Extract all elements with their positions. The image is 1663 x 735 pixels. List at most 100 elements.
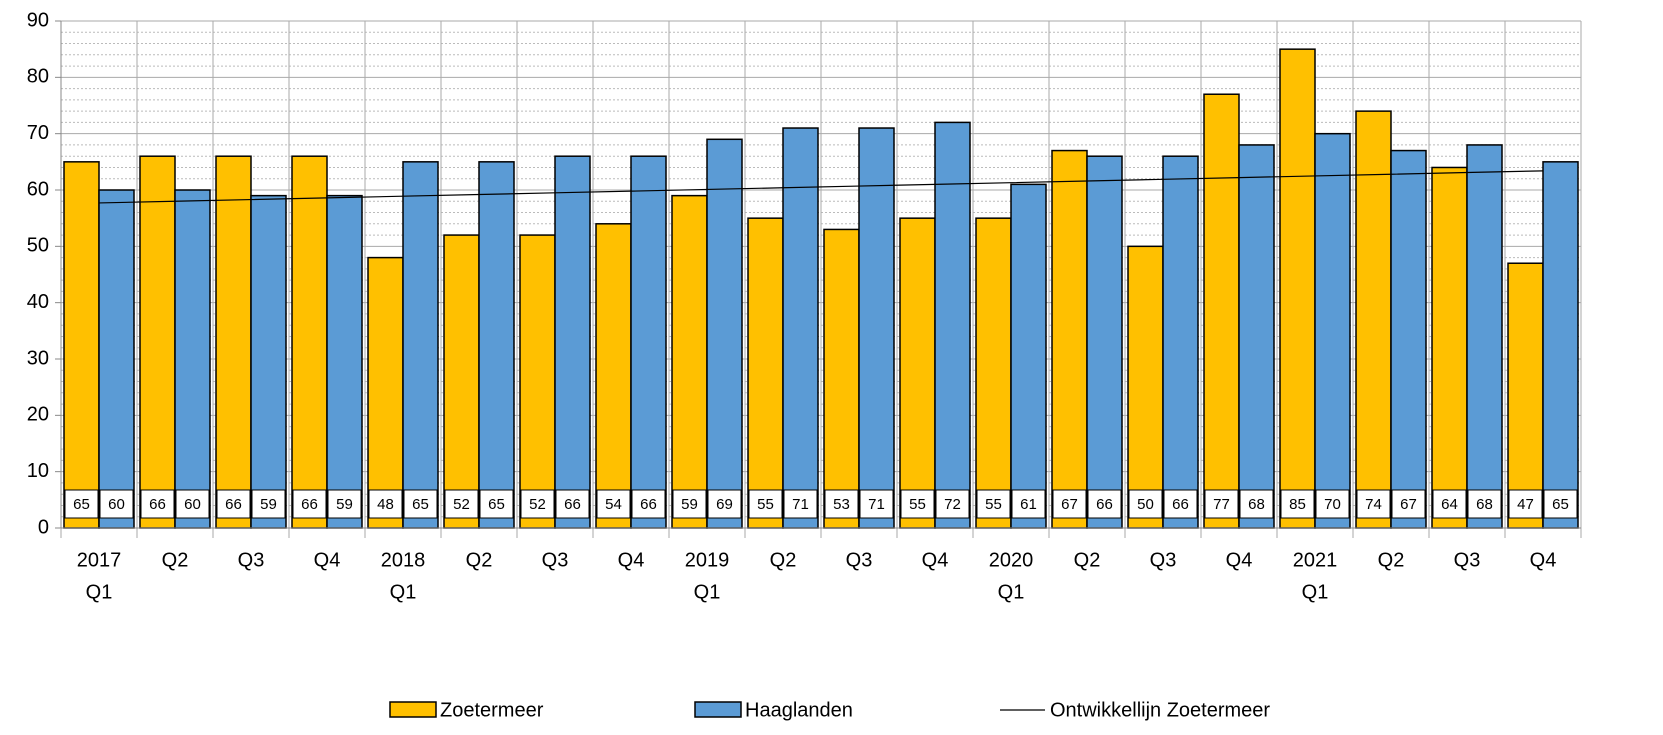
bar [858, 127, 895, 529]
data-label: 66 [640, 496, 657, 513]
x-tick-label: Q3 [542, 549, 569, 571]
x-tick-label: Q2 [162, 549, 189, 571]
data-label-box [596, 489, 631, 519]
data-label: 59 [260, 496, 277, 513]
legend-label: Haaglanden [745, 699, 853, 721]
data-label-box [1163, 489, 1198, 519]
data-label: 66 [301, 496, 318, 513]
data-label-box [707, 489, 742, 519]
bar [899, 217, 936, 529]
x-tick-label: Q1 [998, 581, 1025, 603]
data-label-box [783, 489, 818, 519]
bar [1010, 183, 1047, 529]
data-label: 55 [909, 496, 926, 513]
data-label: 64 [1441, 496, 1458, 513]
data-label: 65 [1552, 496, 1569, 513]
data-label: 52 [529, 496, 546, 513]
y-tick-label: 10 [27, 460, 49, 482]
bar [367, 256, 404, 529]
x-tick-label: Q3 [846, 549, 873, 571]
bar [63, 161, 100, 529]
y-tick-label: 40 [27, 291, 49, 313]
x-tick-label: Q4 [1226, 549, 1253, 571]
legend-label: Ontwikkellijn Zoetermeer [1050, 699, 1270, 721]
data-label: 70 [1324, 496, 1341, 513]
y-tick-label: 50 [27, 235, 49, 257]
bar [975, 217, 1012, 529]
data-label-box [1315, 489, 1350, 519]
data-label: 59 [336, 496, 353, 513]
x-tick-label: Q2 [1378, 549, 1405, 571]
data-label-box [251, 489, 286, 519]
bar [1355, 110, 1392, 529]
data-label-box [292, 489, 327, 519]
data-label: 60 [108, 496, 125, 513]
data-label-box [748, 489, 783, 519]
bar [250, 194, 287, 529]
data-label: 59 [681, 496, 698, 513]
data-label-box [1467, 489, 1502, 519]
data-label-box [824, 489, 859, 519]
data-label: 68 [1476, 496, 1493, 513]
legend-swatch [694, 701, 742, 718]
data-label-box [1052, 489, 1087, 519]
bar [1051, 149, 1088, 529]
data-label-box [859, 489, 894, 519]
data-label: 53 [833, 496, 850, 513]
x-tick-label: Q2 [466, 549, 493, 571]
data-label-box [935, 489, 970, 519]
data-label: 66 [225, 496, 242, 513]
data-label-box [631, 489, 666, 519]
x-tick-label: 2020 [989, 549, 1034, 571]
bar [630, 155, 667, 529]
bar [215, 155, 252, 529]
data-label: 69 [716, 496, 733, 513]
data-label: 74 [1365, 496, 1382, 513]
x-tick-label: 2018 [381, 549, 426, 571]
data-label: 55 [985, 496, 1002, 513]
data-label-box [1508, 489, 1543, 519]
bar [595, 223, 632, 529]
data-label-box [99, 489, 134, 519]
x-tick-label: Q1 [1302, 581, 1329, 603]
data-label: 67 [1400, 496, 1417, 513]
y-tick-label: 20 [27, 404, 49, 426]
data-label-box [1204, 489, 1239, 519]
trend-line [98, 170, 1544, 204]
data-label: 67 [1061, 496, 1078, 513]
data-label: 50 [1137, 496, 1154, 513]
data-label: 85 [1289, 496, 1306, 513]
bar [402, 161, 439, 529]
bar [174, 189, 211, 529]
bar [1203, 93, 1240, 529]
bar [1279, 48, 1316, 529]
data-label: 71 [792, 496, 809, 513]
data-label-box [900, 489, 935, 519]
data-label: 61 [1020, 496, 1037, 513]
data-label-box [479, 489, 514, 519]
data-label-box [1391, 489, 1426, 519]
bar [554, 155, 591, 529]
y-tick-label: 70 [27, 122, 49, 144]
x-tick-label: 2021 [1293, 549, 1338, 571]
data-label: 60 [184, 496, 201, 513]
bar [139, 155, 176, 529]
bar [1238, 144, 1275, 529]
bar [443, 234, 480, 529]
x-tick-label: Q3 [238, 549, 265, 571]
x-tick-label: Q4 [1530, 549, 1557, 571]
bar [478, 161, 515, 529]
data-label-box [1087, 489, 1122, 519]
bar [823, 228, 860, 529]
data-label-box [520, 489, 555, 519]
x-tick-label: Q1 [86, 581, 113, 603]
x-tick-label: Q4 [618, 549, 645, 571]
bar [671, 194, 708, 529]
data-label: 66 [564, 496, 581, 513]
data-label-box [175, 489, 210, 519]
data-label: 71 [868, 496, 885, 513]
data-label: 65 [412, 496, 429, 513]
data-label-box [444, 489, 479, 519]
x-tick-label: Q3 [1454, 549, 1481, 571]
bar [1466, 144, 1503, 529]
